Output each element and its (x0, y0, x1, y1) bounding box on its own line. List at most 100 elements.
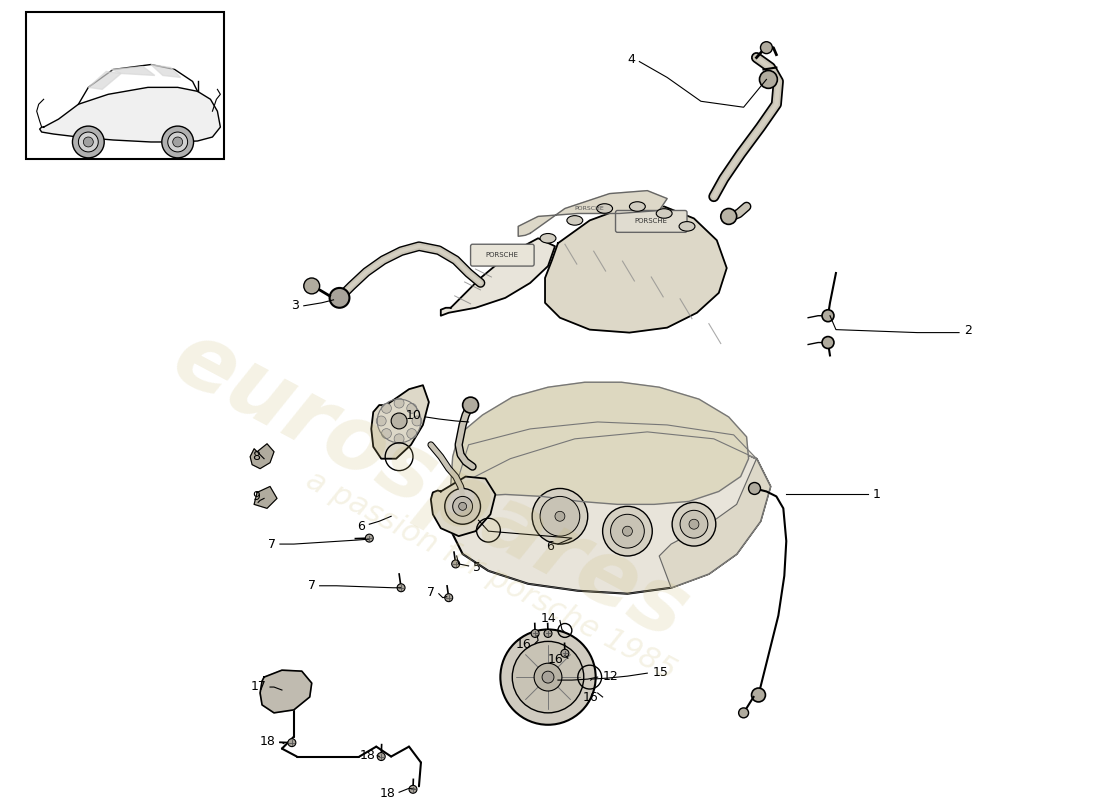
Circle shape (376, 416, 386, 426)
Text: 10: 10 (406, 410, 422, 422)
Polygon shape (455, 422, 757, 486)
Text: 6: 6 (546, 539, 554, 553)
Ellipse shape (566, 216, 583, 225)
Text: 2: 2 (964, 324, 972, 337)
Polygon shape (40, 87, 220, 142)
Circle shape (412, 416, 422, 426)
Circle shape (720, 209, 737, 224)
Circle shape (365, 534, 373, 542)
Circle shape (680, 510, 708, 538)
Circle shape (453, 497, 473, 516)
Polygon shape (659, 458, 770, 588)
Circle shape (760, 42, 772, 54)
Circle shape (304, 278, 320, 294)
Circle shape (73, 126, 104, 158)
Text: 15: 15 (652, 666, 668, 678)
Circle shape (162, 126, 194, 158)
Circle shape (603, 506, 652, 556)
Text: PORSCHE: PORSCHE (635, 218, 668, 225)
Circle shape (409, 786, 417, 794)
Circle shape (330, 288, 350, 308)
Polygon shape (372, 386, 429, 458)
Text: eurospares: eurospares (158, 314, 704, 659)
Text: 16: 16 (583, 691, 598, 705)
Circle shape (78, 132, 98, 152)
Circle shape (382, 403, 392, 414)
Polygon shape (441, 238, 556, 316)
Circle shape (556, 511, 565, 522)
Circle shape (749, 482, 760, 494)
Circle shape (288, 738, 296, 746)
Polygon shape (88, 71, 121, 90)
Circle shape (444, 489, 481, 524)
Circle shape (759, 70, 778, 88)
Text: 5: 5 (473, 562, 481, 574)
Circle shape (822, 310, 834, 322)
Text: 4: 4 (627, 53, 636, 66)
Polygon shape (431, 477, 495, 536)
Circle shape (173, 137, 183, 147)
Circle shape (392, 413, 407, 429)
Text: 12: 12 (603, 670, 618, 682)
Circle shape (610, 514, 645, 548)
Text: a passion for porsche 1985: a passion for porsche 1985 (300, 466, 680, 686)
Text: PORSCHE: PORSCHE (575, 206, 605, 211)
Circle shape (84, 137, 94, 147)
FancyBboxPatch shape (616, 210, 688, 232)
Text: PORSCHE: PORSCHE (486, 252, 519, 258)
Circle shape (500, 630, 596, 725)
Text: 17: 17 (250, 679, 266, 693)
Polygon shape (111, 66, 155, 75)
Circle shape (394, 434, 404, 444)
Circle shape (689, 519, 698, 529)
Circle shape (407, 403, 417, 414)
Polygon shape (250, 444, 274, 469)
Circle shape (672, 502, 716, 546)
Bar (25, 12, 224, 159)
Circle shape (377, 753, 385, 761)
Circle shape (531, 630, 539, 638)
Text: 1: 1 (872, 488, 880, 501)
Circle shape (397, 584, 405, 592)
Circle shape (452, 560, 460, 568)
Polygon shape (151, 65, 180, 78)
Circle shape (513, 642, 584, 713)
Text: 18: 18 (260, 735, 276, 748)
Ellipse shape (657, 209, 672, 218)
Text: 7: 7 (427, 586, 434, 599)
Circle shape (168, 132, 188, 152)
Text: 6: 6 (358, 520, 365, 533)
Circle shape (463, 397, 478, 413)
Circle shape (738, 708, 749, 718)
Polygon shape (449, 432, 770, 594)
FancyBboxPatch shape (471, 244, 535, 266)
Ellipse shape (629, 202, 646, 211)
Circle shape (394, 398, 404, 408)
Ellipse shape (540, 234, 556, 243)
Polygon shape (544, 206, 727, 333)
Circle shape (444, 594, 453, 602)
Text: 18: 18 (379, 786, 395, 800)
Ellipse shape (596, 204, 613, 214)
Circle shape (751, 688, 766, 702)
Polygon shape (451, 382, 749, 504)
Text: 3: 3 (290, 299, 299, 312)
Polygon shape (518, 190, 668, 236)
Polygon shape (254, 486, 277, 508)
Circle shape (822, 337, 834, 349)
Circle shape (407, 429, 417, 438)
Polygon shape (260, 670, 311, 713)
Circle shape (544, 630, 552, 638)
Text: 16: 16 (548, 653, 564, 666)
Text: 16: 16 (516, 638, 531, 651)
Ellipse shape (679, 222, 695, 231)
Text: 18: 18 (360, 749, 375, 762)
Text: 14: 14 (540, 612, 556, 625)
Text: 7: 7 (308, 579, 316, 592)
Text: 8: 8 (252, 450, 260, 463)
Text: 7: 7 (268, 538, 276, 550)
Text: 9: 9 (252, 490, 260, 503)
Circle shape (623, 526, 632, 536)
Circle shape (535, 663, 562, 691)
Circle shape (532, 489, 587, 544)
